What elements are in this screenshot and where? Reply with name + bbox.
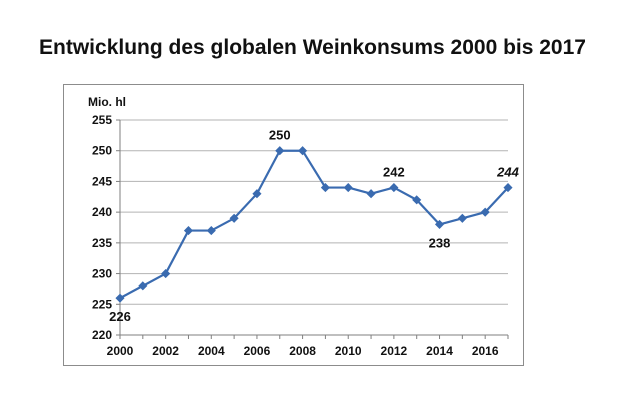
- y-tick-label-250: 250: [92, 144, 112, 158]
- x-tick-label-2016: 2016: [472, 344, 499, 358]
- data-point-2005: [229, 213, 239, 223]
- data-point-2007: [275, 146, 285, 156]
- series-line: [119, 149, 509, 300]
- x-tick-label-2004: 2004: [198, 344, 225, 358]
- data-point-2017: [503, 183, 513, 193]
- data-point-2003: [183, 226, 194, 236]
- data-label-2007: 250: [269, 128, 291, 143]
- chart-title: Entwicklung des globalen Weinkonsums 200…: [39, 36, 586, 59]
- data-point-2002: [161, 269, 171, 279]
- data-point-2006: [252, 189, 262, 199]
- y-tick-label-245: 245: [92, 174, 112, 188]
- data-markers: [115, 146, 513, 303]
- data-label-2012: 242: [383, 165, 405, 180]
- x-tick-label-2012: 2012: [381, 344, 408, 358]
- data-point-2013: [412, 195, 422, 205]
- data-point-2012: [389, 183, 399, 193]
- grid-lines: [120, 119, 508, 305]
- series-wine-consumption: [119, 149, 509, 300]
- data-label-2017: 244: [496, 165, 519, 180]
- y-tick-labels: 220 225 230 235 240 245 250 255: [92, 113, 112, 342]
- y-tick-label-240: 240: [92, 205, 112, 219]
- x-tick-label-2000: 2000: [107, 344, 134, 358]
- data-point-2011: [366, 189, 376, 199]
- plot-frame: [63, 84, 524, 366]
- y-tick-label-225: 225: [92, 297, 112, 311]
- y-axis-unit-label: Mio. hl: [88, 95, 126, 109]
- data-label-2000: 226: [109, 309, 131, 324]
- y-tick-label-235: 235: [92, 236, 112, 250]
- x-tick-label-2006: 2006: [244, 344, 271, 358]
- axes: [116, 119, 509, 339]
- data-point-2000: [115, 293, 125, 303]
- data-point-2014: [434, 219, 445, 229]
- x-tick-labels: 2000 2002 2004 2006 2008 2010 2012 2014 2016: [107, 344, 499, 358]
- data-label-2014: 238: [429, 235, 451, 250]
- data-point-2001: [138, 281, 148, 291]
- data-point-2009: [320, 183, 330, 193]
- data-point-2015: [457, 213, 467, 223]
- x-tick-label-2014: 2014: [426, 344, 453, 358]
- x-tick-label-2008: 2008: [289, 344, 316, 358]
- x-tick-label-2010: 2010: [335, 344, 362, 358]
- y-tick-label-230: 230: [92, 267, 112, 281]
- data-point-2004: [206, 226, 216, 236]
- data-point-2008: [298, 146, 308, 156]
- x-tick-label-2002: 2002: [152, 344, 179, 358]
- data-labels: 226 250 242 238 244: [109, 128, 519, 324]
- data-point-2016: [480, 207, 490, 217]
- y-tick-label-255: 255: [92, 113, 112, 127]
- data-point-2010: [343, 183, 353, 193]
- y-tick-label-220: 220: [92, 328, 112, 342]
